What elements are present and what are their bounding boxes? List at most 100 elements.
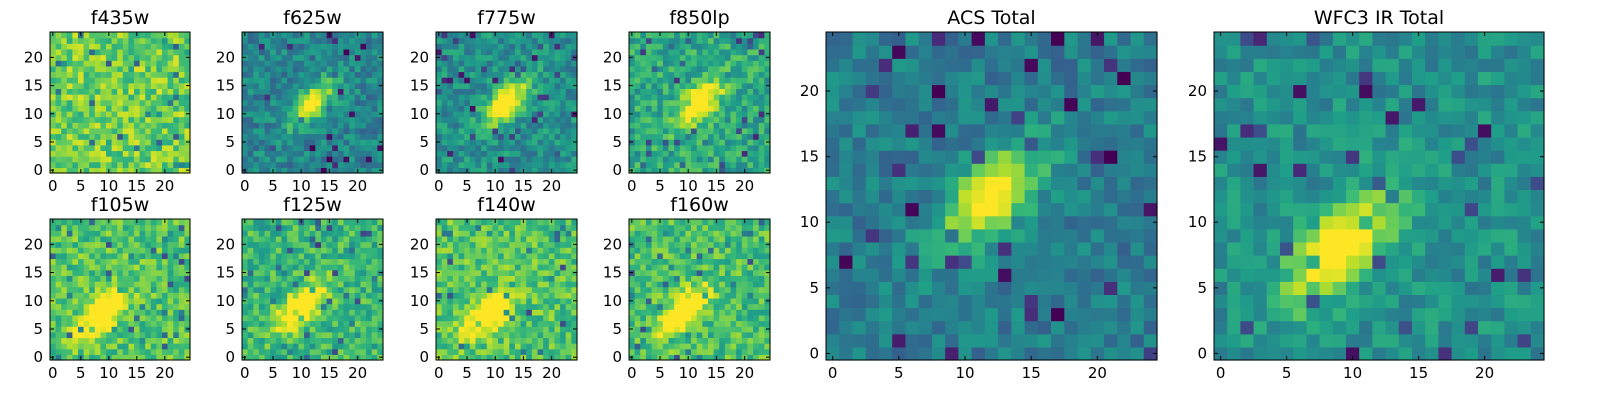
heatmap-cell	[275, 297, 283, 305]
heatmap-cell	[354, 224, 362, 231]
heatmap-cell	[309, 127, 316, 135]
heatmap-cell	[531, 105, 539, 112]
heatmap-cell	[679, 343, 686, 350]
heatmap-cell	[270, 247, 277, 254]
heatmap-cell	[560, 105, 567, 112]
heatmap-cell	[747, 314, 754, 322]
heatmap-cell	[503, 150, 510, 157]
heatmap-cell	[332, 94, 339, 101]
heatmap-cell	[253, 252, 260, 260]
heatmap-cell	[629, 343, 636, 350]
heatmap-cell	[117, 326, 124, 333]
heatmap-cell	[309, 281, 316, 288]
heatmap-cell	[736, 110, 743, 118]
heatmap-cell	[366, 247, 373, 254]
heatmap-cell	[747, 150, 754, 157]
heatmap-cell	[264, 219, 271, 226]
heatmap-cell	[326, 297, 333, 305]
heatmap-cell	[360, 309, 367, 316]
heatmap-cell	[645, 348, 653, 355]
heatmap-cell	[343, 258, 350, 265]
heatmap-cell	[281, 331, 288, 339]
heatmap-cell	[264, 88, 271, 95]
heatmap-cell	[498, 105, 505, 112]
heatmap-cell	[326, 71, 333, 78]
heatmap-cell	[332, 122, 339, 129]
heatmap-cell	[730, 326, 737, 333]
heatmap-cell	[554, 167, 561, 174]
heatmap-cell	[526, 264, 533, 271]
heatmap-cell	[72, 343, 79, 350]
heatmap-cell	[253, 331, 260, 339]
heatmap-cell	[691, 309, 698, 316]
heatmap-cell	[122, 88, 129, 95]
heatmap-cell	[565, 88, 572, 95]
heatmap-cell	[486, 354, 493, 361]
heatmap-cell	[629, 133, 636, 140]
heatmap-cell	[475, 94, 482, 101]
heatmap-cell	[537, 281, 544, 288]
heatmap-cell	[730, 337, 737, 344]
heatmap-cell	[178, 348, 185, 355]
heatmap-cell	[55, 43, 62, 50]
heatmap-cell	[724, 77, 732, 84]
heatmap-cell	[178, 161, 185, 168]
heatmap-cell	[134, 303, 141, 310]
heatmap-cell	[526, 150, 533, 157]
heatmap-cell	[72, 99, 79, 106]
heatmap-cell	[679, 286, 686, 293]
heatmap-cell	[758, 99, 765, 106]
heatmap-cell	[707, 122, 715, 129]
heatmap-cell	[100, 230, 107, 237]
heatmap-cell	[315, 88, 322, 95]
heatmap-cell	[514, 133, 522, 140]
heatmap-cell	[247, 110, 254, 118]
heatmap-cell	[111, 127, 118, 135]
heatmap-cell	[292, 252, 299, 260]
heatmap-cell	[537, 337, 544, 344]
heatmap-cell	[696, 65, 703, 73]
heatmap-cell	[100, 122, 107, 129]
heatmap-cell	[645, 122, 653, 129]
heatmap-cell	[55, 252, 62, 260]
heatmap-cell	[178, 235, 185, 243]
heatmap-cell	[702, 71, 709, 78]
heatmap-cell	[441, 337, 448, 344]
heatmap-cell	[498, 32, 505, 39]
heatmap-cell	[741, 331, 749, 339]
heatmap-cell	[526, 54, 533, 61]
heatmap-cell	[441, 326, 448, 333]
heatmap-cell	[674, 286, 681, 293]
heatmap-cell	[360, 326, 367, 333]
heatmap-cell	[486, 71, 493, 78]
heatmap-cell	[162, 343, 169, 350]
heatmap-cell	[292, 127, 299, 135]
heatmap-cell	[100, 82, 107, 89]
heatmap-cell	[571, 343, 578, 350]
heatmap-cell	[498, 314, 505, 322]
heatmap-cell	[486, 122, 493, 129]
heatmap-cell	[531, 94, 539, 101]
heatmap-cell	[696, 326, 703, 333]
heatmap-cell	[360, 241, 367, 248]
heatmap-cell	[360, 314, 367, 322]
heatmap-cell	[486, 309, 493, 316]
heatmap-cell	[242, 144, 249, 152]
heatmap-cell	[758, 326, 765, 333]
heatmap-cell	[167, 264, 174, 271]
heatmap-cell	[651, 354, 658, 361]
heatmap-cell	[117, 343, 124, 350]
heatmap-cell	[526, 37, 533, 44]
panel-title: f775w	[477, 7, 536, 29]
heatmap-cell	[724, 133, 732, 140]
heatmap-cell	[89, 348, 96, 355]
heatmap-cell	[287, 139, 294, 146]
heatmap-cell	[162, 77, 169, 84]
heatmap-cell	[436, 314, 443, 322]
heatmap-cell	[337, 71, 345, 78]
heatmap-cell	[145, 275, 152, 282]
heatmap-cell	[134, 54, 141, 61]
heatmap-cell	[264, 275, 271, 282]
heatmap-cell	[111, 247, 118, 254]
heatmap-cell	[674, 326, 681, 333]
